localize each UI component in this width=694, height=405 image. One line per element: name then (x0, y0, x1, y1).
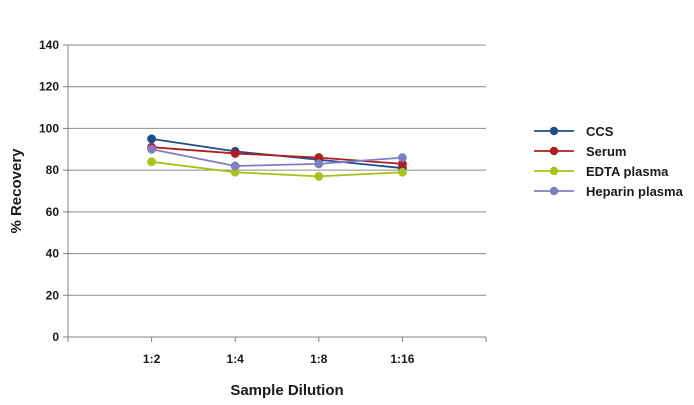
y-tick-label: 80 (46, 163, 60, 177)
y-tick-label: 20 (46, 288, 60, 302)
y-axis-title: % Recovery (8, 148, 25, 234)
series-line (151, 146, 403, 165)
gridlines (68, 44, 486, 296)
legend-marker (549, 126, 559, 136)
legend-label: Serum (586, 144, 626, 159)
data-point (314, 159, 324, 169)
x-tick-label: 1:4 (227, 352, 245, 366)
legend-label: EDTA plasma (586, 164, 669, 179)
y-tick-label: 40 (46, 247, 60, 261)
x-tick-label: 1:2 (143, 352, 161, 366)
legend-item: CCS (534, 124, 614, 139)
x-tick-labels: 1:2 1:4 1:8 1:16 (143, 352, 415, 366)
series-edta-plasma (147, 157, 407, 181)
data-point (147, 144, 157, 154)
legend-label: CCS (586, 124, 614, 139)
y-tick-label: 60 (46, 205, 60, 219)
data-point (397, 153, 407, 163)
y-tick-label: 100 (39, 121, 59, 135)
y-tick-labels: 0 20 40 60 80 100 120 140 (39, 38, 59, 344)
x-axis-title: Sample Dilution (230, 382, 343, 399)
x-tick-label: 1:8 (310, 352, 328, 366)
data-point (397, 167, 407, 177)
legend-item: Heparin plasma (534, 184, 684, 199)
data-point (314, 171, 324, 181)
legend-marker (549, 146, 559, 156)
legend: CCS Serum EDTA plasma Heparin plasma (534, 124, 684, 199)
axes (63, 44, 487, 342)
legend-item: Serum (534, 144, 626, 159)
x-tick-label: 1:16 (390, 352, 414, 366)
y-tick-label: 140 (39, 38, 59, 52)
series-heparin-plasma (147, 144, 407, 171)
data-point (230, 161, 240, 171)
data-point (147, 157, 157, 167)
data-series (147, 134, 407, 181)
data-point (230, 149, 240, 158)
legend-marker (549, 166, 559, 176)
y-tick-label: 0 (52, 330, 59, 344)
series-line (151, 160, 403, 178)
legend-marker (549, 186, 559, 196)
series-line (151, 148, 403, 167)
data-point (147, 134, 157, 144)
legend-item: EDTA plasma (534, 164, 669, 179)
series-line (151, 137, 403, 169)
legend-label: Heparin plasma (586, 184, 684, 199)
y-tick-label: 120 (39, 80, 59, 94)
